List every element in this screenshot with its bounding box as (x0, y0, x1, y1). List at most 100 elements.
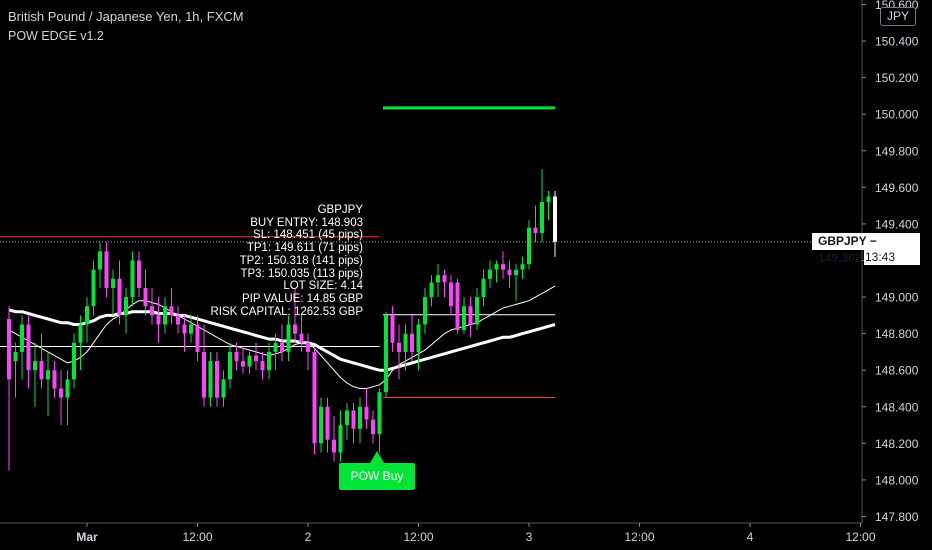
y-tick-label: 149.400 (875, 217, 919, 231)
y-tick-label: 147.800 (875, 510, 919, 524)
candle-body (234, 351, 239, 362)
candle-body (176, 315, 180, 325)
candle-body (455, 282, 460, 330)
candle-body (293, 324, 297, 334)
candle-body (260, 361, 265, 371)
y-tick-label: 150.000 (875, 108, 919, 122)
candle-body (254, 355, 258, 362)
candle-body (514, 269, 518, 276)
candle-body (332, 439, 336, 453)
candle-body (546, 196, 551, 202)
candle-body (423, 297, 427, 325)
candle-body (312, 351, 317, 444)
candle-body (46, 370, 50, 380)
candle-body (202, 351, 206, 398)
candle-body (85, 306, 89, 325)
trade-info-block: GBPJPY BUY ENTRY: 148.903 SL: 148.451 (45 … (210, 204, 363, 318)
candle-body (371, 419, 375, 435)
candle-body (338, 425, 343, 453)
candle-body (377, 392, 382, 435)
candle-body (111, 278, 115, 288)
y-tick-label: 150.400 (875, 35, 919, 49)
candle-body (462, 306, 466, 330)
candle-body (130, 260, 135, 298)
candle-body (527, 227, 531, 265)
candle-body (475, 297, 479, 325)
candle-body (228, 351, 232, 380)
trade-info-line: TP3: 150.035 (113 pips) (240, 267, 363, 280)
candle-body (156, 315, 161, 325)
y-tick-label: 148.200 (875, 437, 919, 451)
candle-body (410, 333, 414, 352)
candle-body (20, 324, 24, 352)
x-tick-label: 12:00 (403, 530, 433, 544)
candle-body (449, 282, 453, 307)
candle-body (39, 361, 44, 380)
current-price-label: GBPJPY − 149.302 (812, 233, 920, 265)
x-tick-label: 2 (305, 530, 312, 544)
candle-body (319, 406, 323, 444)
candle-body (273, 342, 278, 352)
candle-body (267, 351, 271, 371)
trade-info-line: TP2: 150.318 (141 pips) (239, 254, 363, 267)
candle-body (520, 264, 525, 270)
candle-body (13, 351, 18, 362)
y-tick-label: 149.000 (875, 291, 919, 305)
candle-body (384, 315, 388, 393)
symbol-title[interactable]: British Pound / Japanese Yen, 1h, FXCM (8, 9, 244, 24)
candle-body (468, 306, 473, 325)
candle-body (182, 324, 187, 334)
candle-body (33, 361, 37, 371)
bar-countdown: 13:43 (864, 250, 920, 265)
candle-body (280, 342, 284, 352)
x-tick-label: 12:00 (845, 530, 875, 544)
pow-buy-signal-label[interactable]: POW Buy (339, 463, 415, 490)
candle-body (215, 361, 219, 398)
candle-body (403, 333, 408, 352)
up-arrow-icon (370, 451, 384, 463)
candle-body (65, 379, 70, 398)
x-tick-label: 12:00 (182, 530, 212, 544)
candle-body (7, 319, 11, 380)
candle-body (540, 201, 544, 234)
currency-button[interactable]: JPY (880, 7, 916, 26)
candle-body (52, 370, 57, 389)
candle-body (306, 342, 310, 352)
candle-body (26, 324, 31, 371)
candle-body (442, 275, 447, 283)
candle-body (345, 410, 349, 426)
y-tick-label: 148.800 (875, 327, 919, 341)
x-tick-label: 3 (526, 530, 533, 544)
x-tick-label: 12:00 (624, 530, 654, 544)
candle-body (241, 361, 245, 367)
candle-body (390, 315, 395, 343)
candle-body (150, 306, 154, 316)
candle-body (98, 251, 102, 270)
candle-body (221, 379, 226, 398)
candle-body (501, 264, 505, 270)
candle-body (507, 269, 512, 276)
candle-body (169, 306, 174, 316)
candle-body (553, 196, 557, 242)
indicator-title[interactable]: POW EDGE v1.2 (8, 29, 104, 43)
trade-info-line: TP1: 149.611 (71 pips) (246, 242, 363, 255)
candle-body (494, 264, 499, 270)
candle-body (286, 324, 291, 352)
candle-body (436, 275, 440, 283)
candle-body (247, 355, 252, 367)
trade-info-line: BUY ENTRY: 148.903 (250, 216, 363, 229)
candle-body (416, 324, 421, 352)
candle-body (299, 333, 304, 343)
trade-info-line: LOT SIZE: 4.14 (283, 280, 363, 293)
y-tick-label: 150.200 (875, 71, 919, 85)
y-tick-label: 149.800 (875, 144, 919, 158)
candle-body (397, 342, 401, 352)
candle-body (137, 260, 141, 288)
trade-info-line: GBPJPY (317, 204, 363, 216)
y-tick-label: 148.600 (875, 364, 919, 378)
x-tick-label: 4 (747, 530, 754, 544)
candle-body (143, 287, 148, 307)
y-tick-label: 148.400 (875, 400, 919, 414)
candle-body (163, 306, 167, 325)
